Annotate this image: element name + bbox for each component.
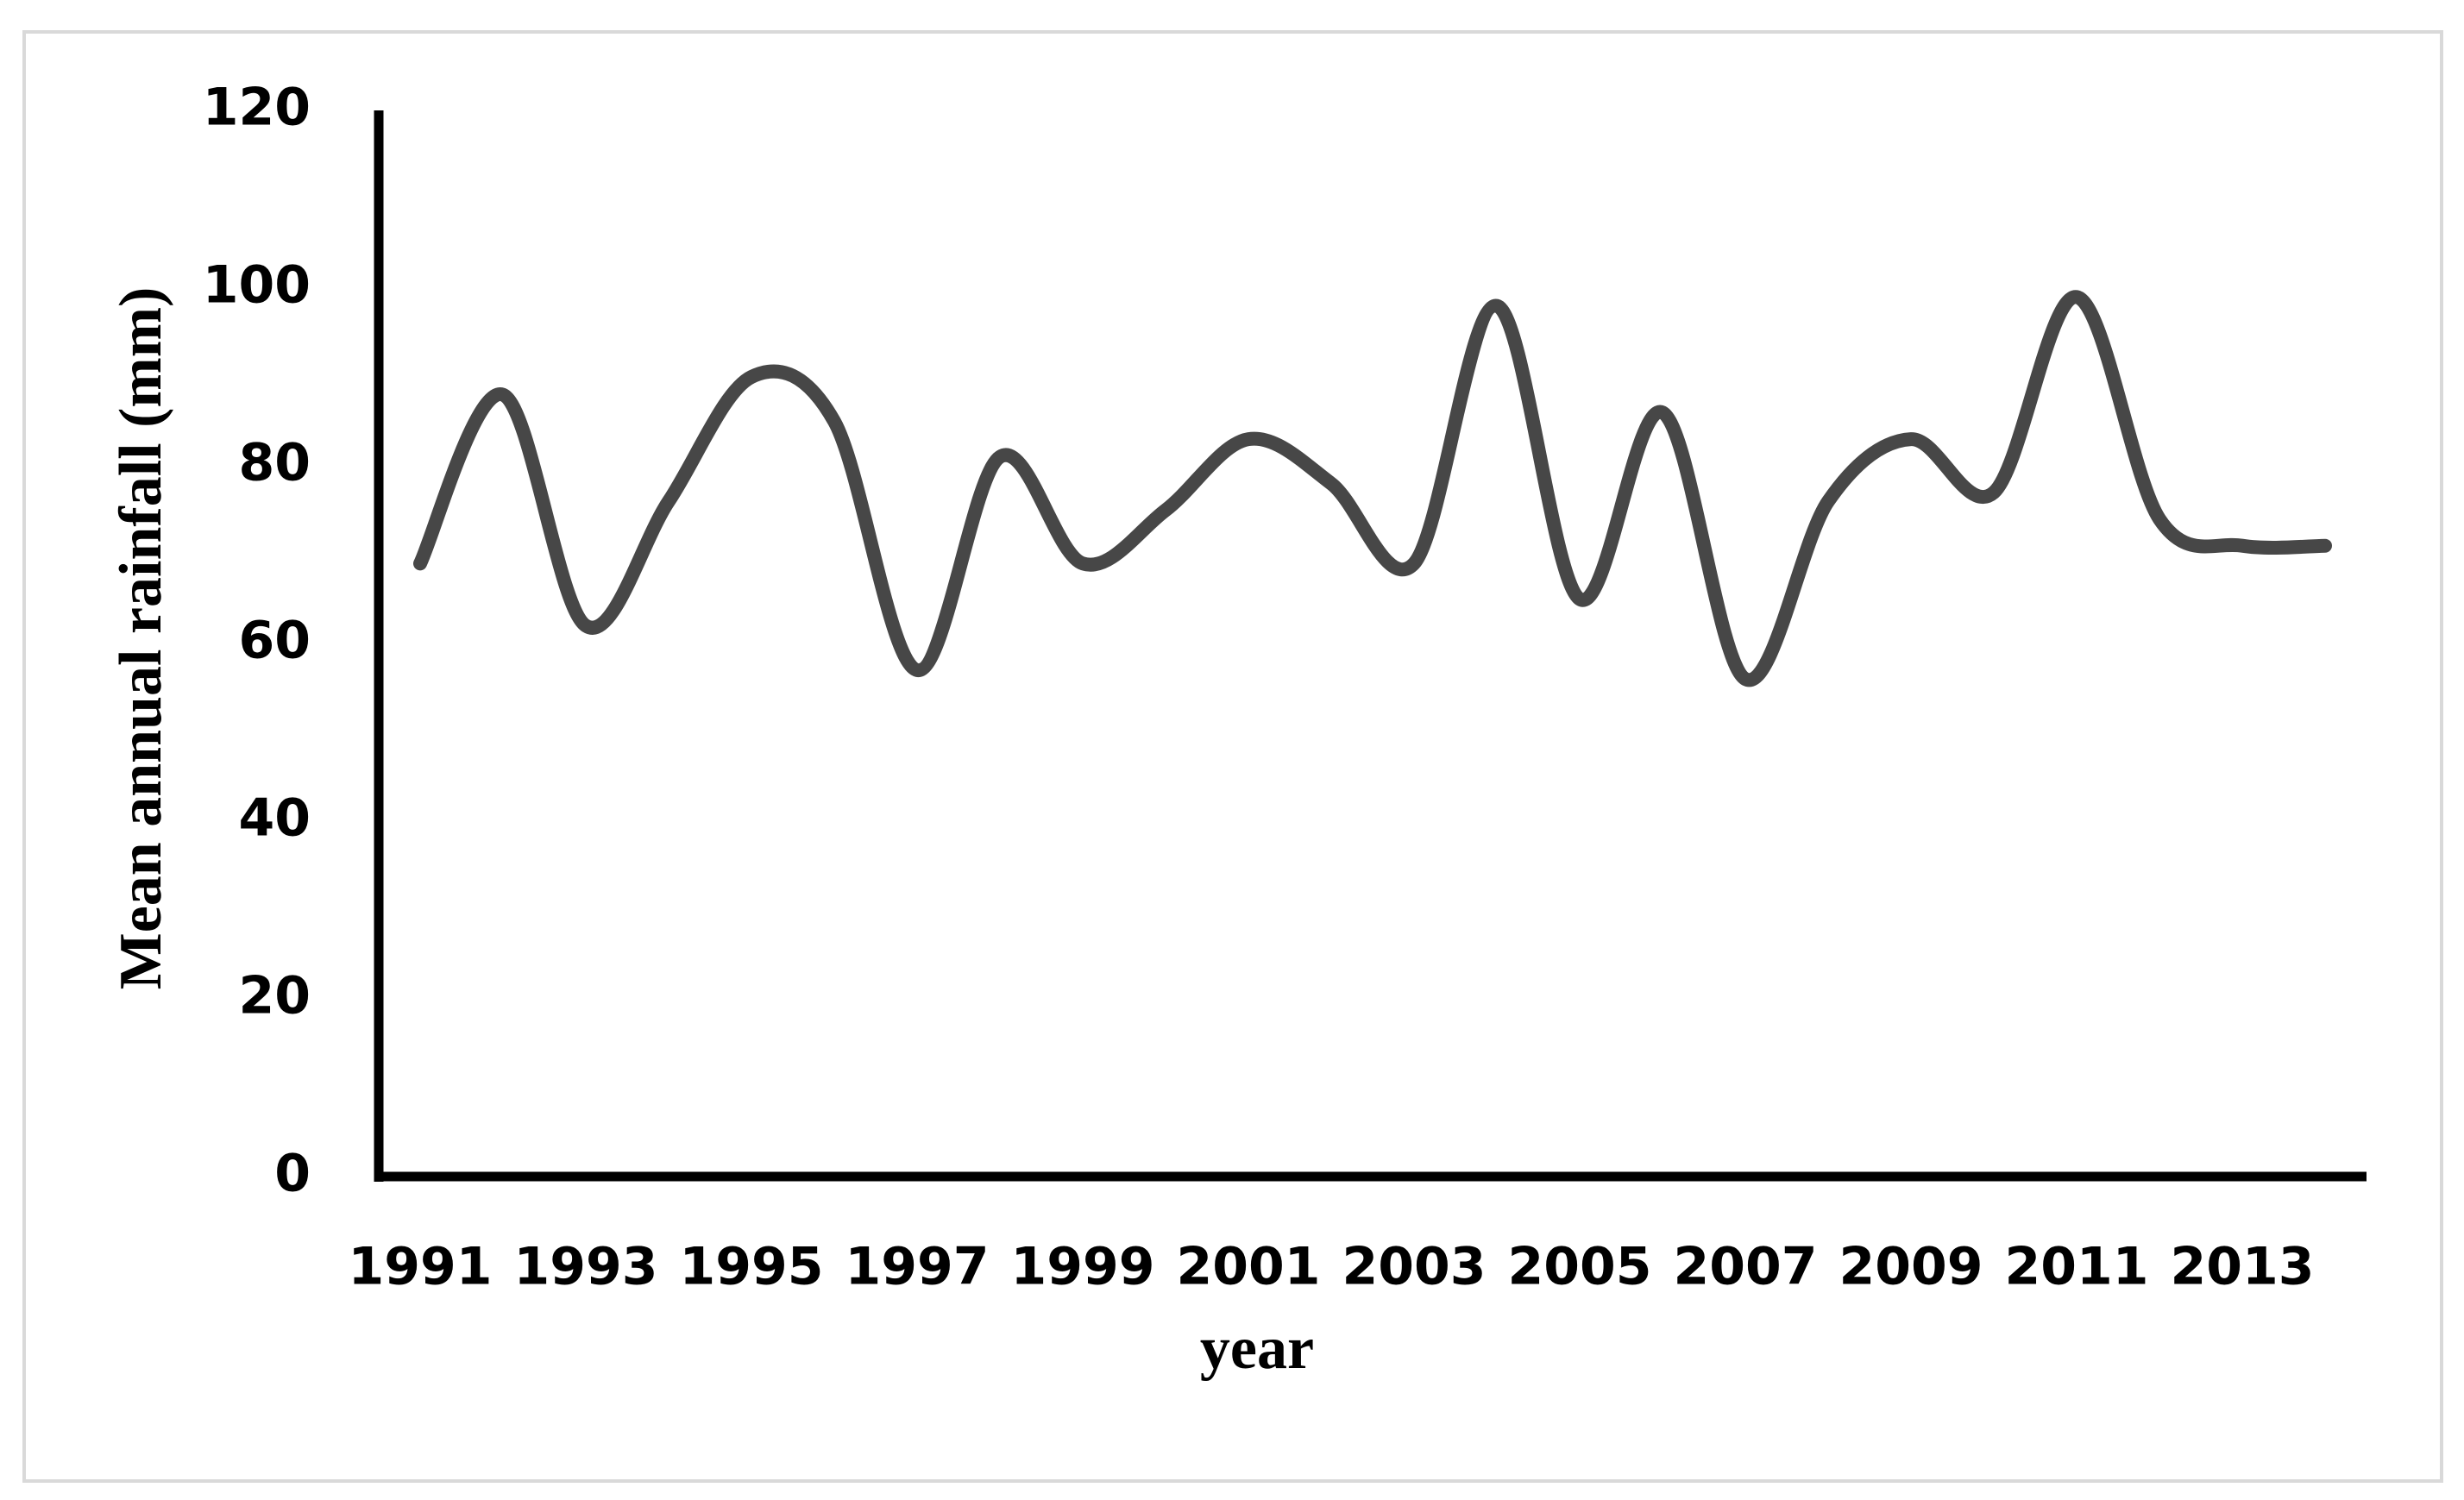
y-tick-label: 40 [239,788,311,849]
x-tick-label: 2007 [1674,1237,1818,1297]
chart-frame [22,30,2443,1483]
x-tick-label: 1993 [514,1237,658,1297]
line [413,290,2332,687]
y-tick-label: 100 [203,255,311,316]
x-tick-label: 1997 [845,1237,990,1297]
x-tick-label: 2013 [2171,1237,2315,1297]
x-tick-label: 1999 [1011,1237,1155,1297]
y-tick-label: 120 [203,78,311,138]
x-tick-label: 1995 [680,1237,824,1297]
x-tick-label: 2001 [1177,1237,1321,1297]
x-axis-title: year [1200,1315,1314,1382]
y-tick-label: 0 [274,1144,311,1204]
x-tick-label: 1991 [349,1237,493,1297]
x-tick-label: 2011 [2005,1237,2149,1297]
x-tick-label: 2009 [1839,1237,1983,1297]
y-tick-label: 60 [239,611,311,671]
x-tick-label: 2005 [1508,1237,1652,1297]
y-tick-label: 80 [239,433,311,493]
y-axis-title: Mean annual rainfall (mm) [108,287,174,990]
x-tick-label: 2003 [1342,1237,1487,1297]
y-tick-label: 20 [239,966,311,1026]
